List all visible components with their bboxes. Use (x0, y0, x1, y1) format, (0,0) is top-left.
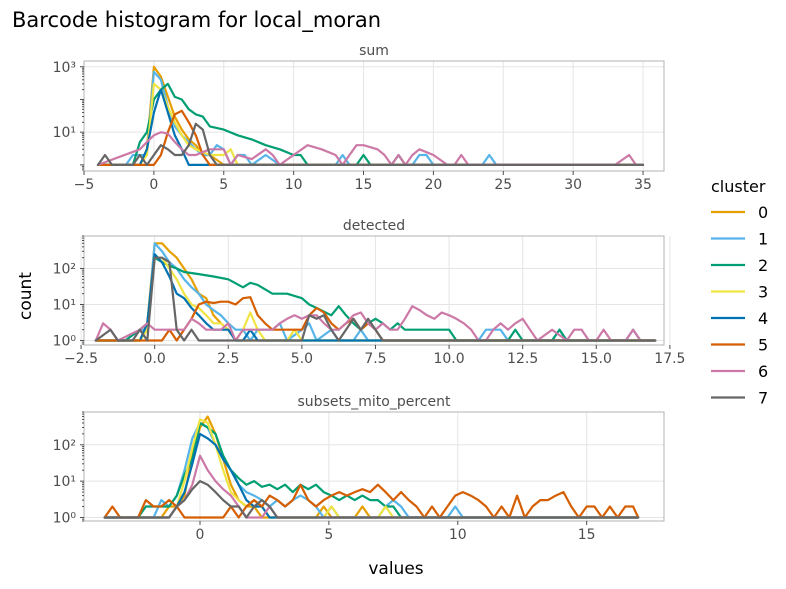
series-line-cluster-4 (96, 88, 645, 166)
legend-label-cluster-5: 5 (758, 336, 768, 355)
series-line-cluster-7 (103, 480, 640, 519)
series-line-cluster-5 (103, 483, 640, 519)
legend-title: cluster (711, 177, 766, 196)
x-tick-label: 15 (578, 527, 596, 543)
x-tick-label: 10.0 (433, 351, 464, 367)
legend-label-cluster-4: 4 (758, 309, 768, 328)
panel-detected: detected −2.5 0.0 2.5 5.0 7.5 10.0 12.5 15.0 17.5… (53, 218, 686, 367)
panel-frame (83, 411, 665, 522)
series-line-cluster-6 (96, 131, 645, 166)
y-tick-label: 10⁰ (53, 510, 77, 526)
x-tick-label: 35 (634, 177, 652, 193)
x-tick-label: 15 (355, 177, 373, 193)
x-tick-label: 5 (219, 177, 228, 193)
x-tick-label: 15.0 (581, 351, 612, 367)
panel-subsets_mito_percent: subsets_mito_percent 0 5 10 15 10⁰ 10¹ 10² (53, 394, 665, 543)
x-tick-label: 20 (424, 177, 442, 193)
x-tick-label: 12.5 (507, 351, 538, 367)
x-tick-label: 30 (564, 177, 582, 193)
legend-label-cluster-6: 6 (758, 362, 768, 381)
series-line-cluster-6 (94, 305, 657, 342)
x-tick-label: 2.5 (217, 351, 239, 367)
x-tick-label: 25 (494, 177, 512, 193)
x-tick-label: 0.0 (144, 351, 166, 367)
x-tick-label: 5 (324, 527, 333, 543)
legend-label-cluster-2: 2 (758, 256, 768, 275)
x-tick-label: 10 (285, 177, 303, 193)
y-tick-label: 10⁰ (53, 334, 77, 350)
legend-label-cluster-1: 1 (758, 230, 768, 249)
series-line-cluster-4 (103, 432, 640, 519)
x-tick-label: 17.5 (654, 351, 685, 367)
facet-panels: sum −5 0 5 10 15 20 25 30 35 10¹ 10³ detected −2.5 0.0… (53, 43, 686, 543)
series-line-cluster-5 (96, 109, 645, 166)
series-line-cluster-0 (96, 65, 645, 166)
x-tick-label: −5 (74, 177, 95, 193)
facet-strip-label: subsets_mito_percent (298, 394, 451, 410)
y-tick-label: 10² (53, 438, 76, 454)
x-tick-label: 5.0 (291, 351, 313, 367)
x-axis-title: values (368, 559, 423, 579)
series-line-cluster-1 (103, 421, 640, 519)
legend-label-cluster-3: 3 (758, 283, 768, 302)
legend-label-cluster-0: 0 (758, 203, 768, 222)
y-tick-label: 10² (53, 262, 76, 278)
chart-title: Barcode histogram for local_moran (12, 8, 381, 33)
x-tick-label: 0 (196, 527, 205, 543)
series-line-cluster-7 (94, 256, 657, 342)
series-line-cluster-1 (96, 70, 645, 166)
series-line-cluster-2 (103, 421, 640, 519)
x-tick-label: −2.5 (64, 351, 98, 367)
y-tick-label: 10³ (53, 60, 76, 76)
legend-label-cluster-7: 7 (758, 389, 768, 408)
series-line-cluster-2 (96, 82, 645, 166)
x-tick-label: 10 (449, 527, 467, 543)
legend: cluster 0 1 2 3 4 5 6 7 (711, 177, 768, 408)
y-tick-label: 10¹ (53, 474, 76, 490)
panel-sum: sum −5 0 5 10 15 20 25 30 35 10¹ 10³ (53, 43, 665, 193)
y-tick-label: 10¹ (53, 125, 76, 141)
facet-strip-label: sum (359, 43, 389, 59)
panel-frame (83, 60, 665, 172)
panel-frame (83, 235, 665, 346)
series-line-cluster-6 (103, 454, 640, 519)
x-tick-label: 0 (149, 177, 158, 193)
facet-strip-label: detected (343, 218, 405, 234)
series-line-cluster-7 (96, 122, 645, 166)
y-tick-label: 10¹ (53, 298, 76, 314)
x-tick-label: 7.5 (364, 351, 386, 367)
y-axis-title: count (16, 272, 36, 320)
